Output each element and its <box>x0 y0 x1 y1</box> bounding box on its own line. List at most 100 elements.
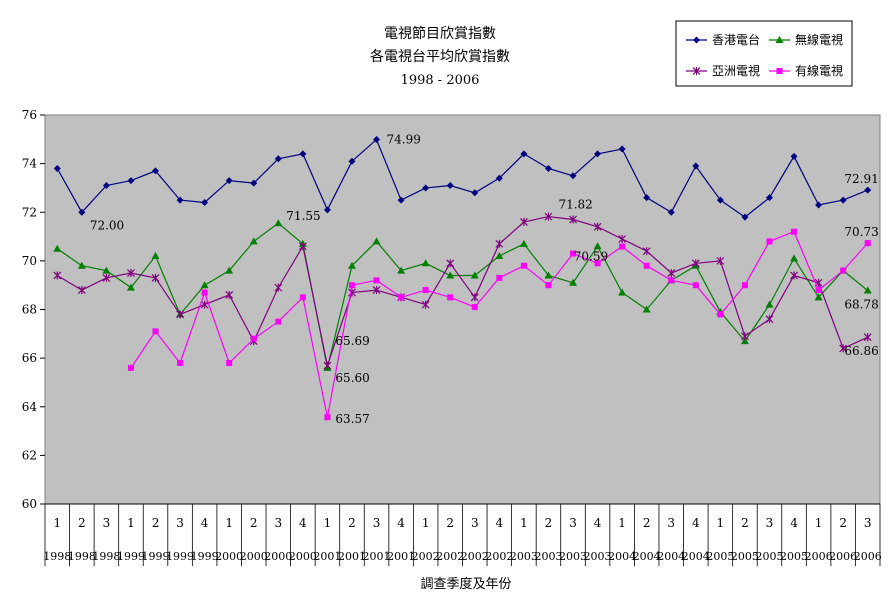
data-point <box>741 282 748 289</box>
x-quarter-label: 2 <box>545 516 553 530</box>
x-quarter-label: 3 <box>274 516 282 530</box>
chart-title: 電視節目欣賞指數 <box>384 25 496 42</box>
y-tick-label: 76 <box>22 108 37 122</box>
data-point <box>78 208 86 216</box>
series-group <box>53 136 872 421</box>
y-tick-label: 62 <box>22 448 37 462</box>
data-point <box>815 201 823 209</box>
x-quarter-label: 1 <box>225 516 233 530</box>
data-point <box>864 240 871 247</box>
data-point <box>324 414 331 421</box>
data-point <box>372 237 381 245</box>
data-point <box>397 196 405 204</box>
data-point <box>177 359 184 366</box>
legend-box <box>675 20 853 87</box>
x-quarter-label: 3 <box>864 516 872 530</box>
x-year-label: 2001 <box>338 550 366 563</box>
data-point <box>815 287 822 294</box>
x-year-label: 2001 <box>363 550 391 563</box>
data-point <box>864 186 872 194</box>
data-point <box>692 282 699 289</box>
data-point <box>77 286 86 295</box>
data-label: 72.00 <box>90 218 124 232</box>
data-point <box>776 68 783 74</box>
data-label: 70.73 <box>844 225 878 239</box>
data-point <box>77 261 86 269</box>
x-quarter-label: 2 <box>152 516 160 530</box>
data-point <box>692 162 700 170</box>
data-label: 68.78 <box>844 298 878 312</box>
series <box>127 228 871 421</box>
data-point <box>299 294 306 301</box>
data-point <box>127 364 134 371</box>
data-point <box>717 311 724 318</box>
x-year-label: 2000 <box>264 550 292 563</box>
x-year-label: 1998 <box>92 550 120 563</box>
data-point <box>618 234 627 243</box>
data-label: 66.86 <box>844 344 878 358</box>
data-point <box>544 212 553 221</box>
data-point <box>765 315 774 324</box>
legend-label: 無線電視 <box>795 32 843 47</box>
data-label: 71.55 <box>286 209 320 223</box>
data-point <box>863 333 872 342</box>
data-point <box>102 273 111 282</box>
data-point <box>348 157 356 165</box>
data-point <box>740 337 749 345</box>
data-point <box>790 271 798 280</box>
y-tick-label: 70 <box>22 254 37 268</box>
data-point <box>839 196 847 204</box>
series-line <box>56 222 869 369</box>
plot-area <box>44 114 881 505</box>
y-tick-label: 74 <box>22 157 38 171</box>
x-quarter-label: 3 <box>667 516 675 530</box>
x-quarter-label: 4 <box>201 516 209 530</box>
data-label: 70.59 <box>574 250 608 264</box>
data-point <box>274 219 283 227</box>
data-point <box>397 266 406 274</box>
data-point <box>421 300 430 309</box>
x-year-label: 2000 <box>289 550 317 563</box>
data-point <box>692 67 701 75</box>
data-point <box>53 244 62 252</box>
series-line <box>56 215 868 369</box>
data-label: 65.60 <box>335 371 369 385</box>
data-point <box>373 277 380 284</box>
data-point <box>716 256 725 265</box>
data-point <box>791 228 798 235</box>
data-point <box>840 267 847 274</box>
x-quarter-label: 4 <box>692 516 700 530</box>
x-quarter-label: 3 <box>471 516 479 530</box>
data-point <box>775 36 784 43</box>
data-point <box>298 242 307 251</box>
data-point <box>495 239 504 248</box>
data-point <box>519 239 528 247</box>
x-year-label: 2004 <box>682 550 710 563</box>
y-tick-label: 68 <box>22 303 37 317</box>
data-point <box>200 281 209 289</box>
data-point <box>422 184 430 192</box>
data-point <box>618 145 626 153</box>
data-point <box>225 290 234 299</box>
x-quarter-label: 4 <box>299 516 307 530</box>
x-quarter-label: 3 <box>373 516 381 530</box>
data-point <box>594 260 601 267</box>
y-tick-label: 66 <box>22 351 37 365</box>
x-year-label: 2004 <box>608 550 636 563</box>
data-point <box>569 215 577 224</box>
data-point <box>765 194 773 202</box>
data-point <box>176 196 184 204</box>
data-point <box>323 206 331 214</box>
x-quarter-label: 2 <box>741 516 749 530</box>
x-year-label: 2004 <box>657 550 685 563</box>
data-point <box>422 287 429 294</box>
data-point <box>471 189 479 197</box>
x-year-label: 2006 <box>854 550 882 563</box>
x-quarter-label: 1 <box>815 516 823 530</box>
x-quarter-label: 1 <box>127 516 135 530</box>
data-point <box>274 283 283 292</box>
data-point <box>470 293 479 302</box>
data-point <box>691 259 700 268</box>
data-point <box>152 328 159 335</box>
